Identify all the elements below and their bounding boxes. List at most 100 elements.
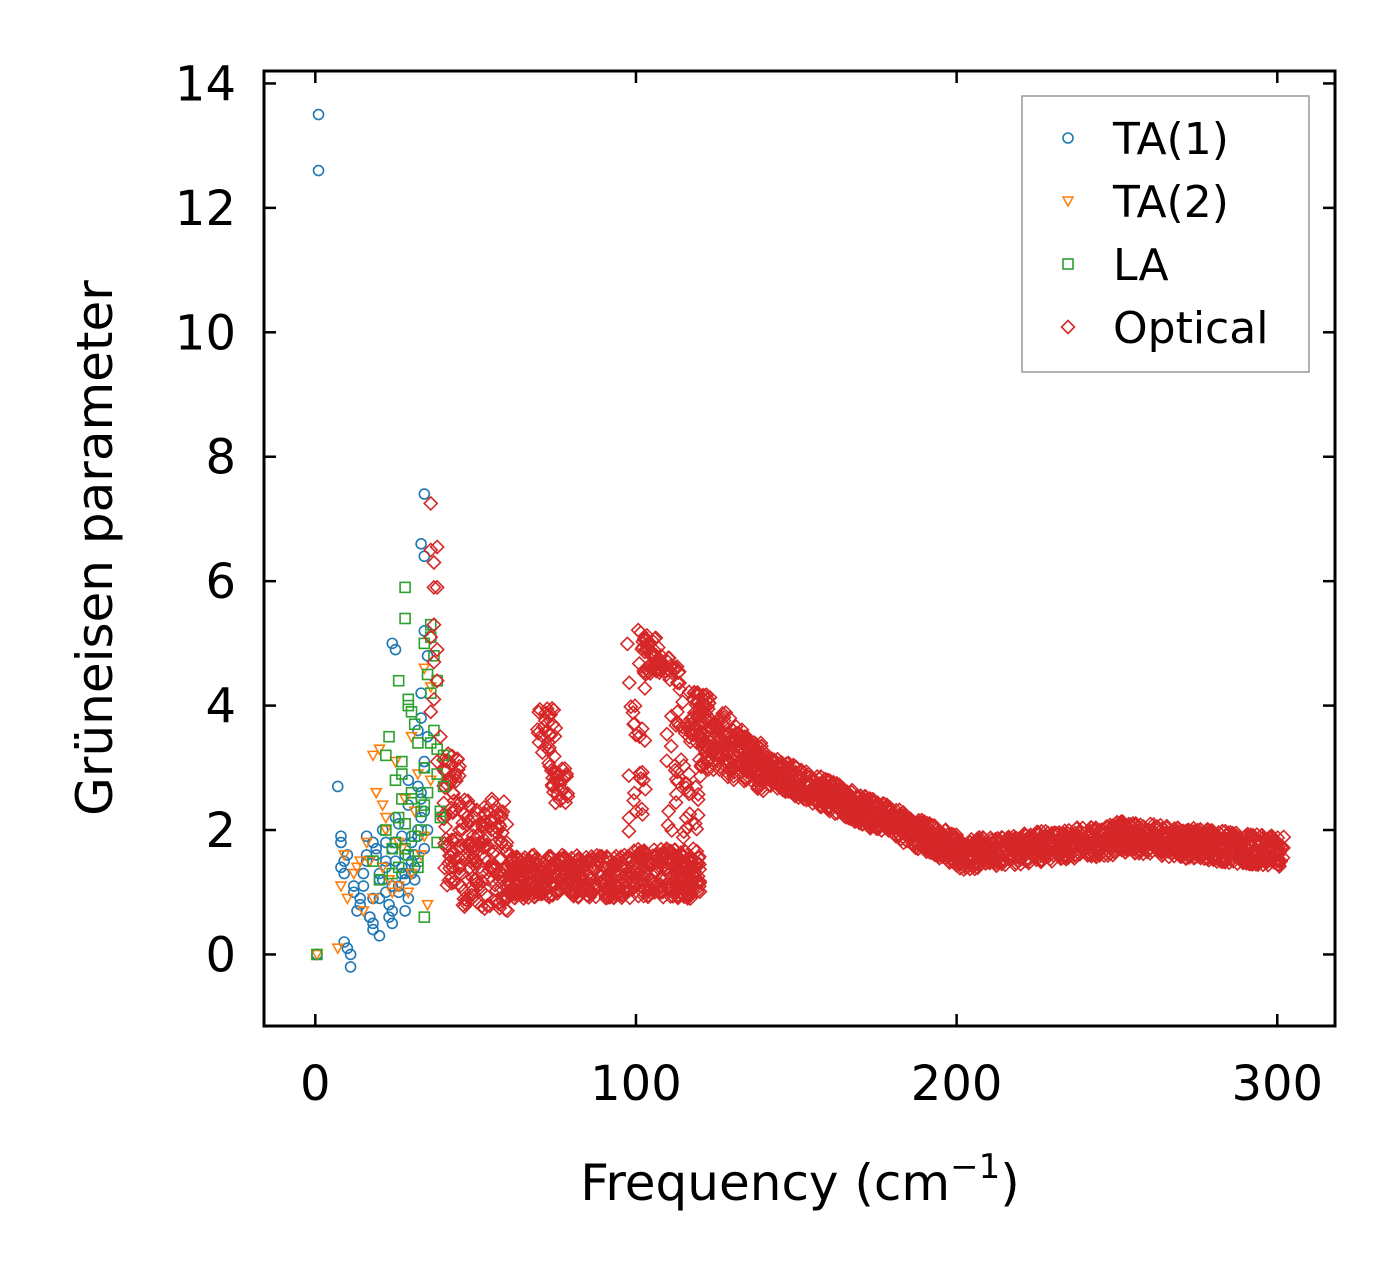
optical-marker (1019, 841, 1035, 857)
optical-marker (910, 815, 926, 831)
optical-marker (463, 853, 479, 869)
optical-marker (691, 751, 708, 768)
optical-marker (663, 738, 679, 754)
data-point-ta-1 (373, 867, 386, 880)
data-point-ta-1 (338, 936, 350, 948)
scatter-points (310, 108, 450, 973)
data-point-ta-1 (370, 849, 383, 861)
optical-marker (1265, 835, 1282, 851)
optical-marker (531, 870, 548, 886)
data-point-ta-2 (376, 862, 390, 874)
optical-marker (747, 744, 764, 760)
optical-marker (444, 804, 460, 820)
data-point-ta-1 (402, 774, 415, 787)
x-tick-label: 200 (911, 1056, 1003, 1112)
data-point-ta-1 (341, 942, 354, 955)
optical-marker (632, 765, 648, 781)
data-point-ta-1 (412, 780, 424, 793)
optical-marker (626, 843, 642, 859)
data-point-ta-1 (341, 849, 354, 861)
optical-marker (790, 789, 807, 806)
optical-series-dense-band (435, 622, 1292, 919)
optical-marker (497, 902, 514, 918)
data-point-ta-2 (347, 868, 361, 881)
optical-marker (689, 685, 705, 701)
optical-marker (499, 834, 515, 851)
data-point-ta-1 (383, 911, 395, 923)
optical-marker (618, 883, 634, 899)
optical-marker (1037, 834, 1053, 850)
data-point-la (386, 867, 399, 880)
optical-marker (1219, 827, 1235, 843)
data-point-ta-1 (347, 886, 360, 899)
optical-marker (557, 794, 574, 811)
data-point-la (392, 674, 405, 687)
optical-marker (437, 819, 454, 835)
optical-marker (751, 776, 768, 792)
data-point-ta-1 (360, 855, 373, 867)
optical-marker (656, 659, 672, 675)
x-tick-label: 300 (1231, 1056, 1323, 1112)
optical-marker (1110, 837, 1127, 853)
optical-marker (611, 867, 628, 883)
optical-marker (952, 860, 968, 876)
optical-marker (477, 900, 493, 917)
optical-marker (484, 794, 500, 811)
optical-marker (659, 753, 675, 769)
optical-marker (672, 681, 688, 698)
data-point-ta-2 (392, 881, 406, 893)
optical-marker (941, 836, 957, 852)
optical-marker (635, 876, 652, 892)
optical-marker (875, 795, 891, 812)
optical-marker (543, 727, 559, 743)
data-point-ta-1 (383, 898, 395, 911)
optical-marker (721, 740, 738, 757)
optical-marker (669, 869, 686, 885)
optical-marker (634, 764, 651, 780)
data-point-la (412, 855, 424, 867)
data-point-la (399, 842, 411, 855)
optical-marker (650, 857, 667, 874)
optical-marker (447, 851, 464, 867)
data-point-la (431, 836, 443, 849)
optical-marker (943, 830, 959, 847)
optical-marker (646, 842, 662, 858)
data-point-ta-1 (418, 550, 431, 563)
optical-marker (1033, 854, 1049, 870)
data-point-ta-2 (350, 862, 364, 874)
data-point-optical (423, 629, 439, 645)
optical-marker (1050, 840, 1066, 856)
optical-marker (652, 883, 668, 899)
optical-marker (676, 877, 692, 893)
data-point-la (373, 873, 386, 886)
optical-marker (873, 822, 890, 839)
optical-marker (505, 881, 521, 897)
optical-marker (546, 877, 562, 893)
optical-marker (1216, 853, 1233, 869)
optical-marker (645, 657, 661, 673)
optical-marker (454, 821, 471, 837)
optical-marker (504, 850, 520, 866)
optical-marker (681, 783, 697, 799)
optical-marker (531, 886, 547, 902)
optical-marker (1227, 836, 1243, 853)
optical-marker (845, 791, 862, 808)
optical-marker (570, 851, 586, 867)
optical-marker (948, 857, 965, 873)
data-point-ta-1 (392, 818, 405, 830)
optical-marker (676, 824, 692, 840)
data-point-ta-1 (331, 780, 344, 793)
data-point-ta-1 (357, 867, 370, 880)
optical-marker (800, 778, 816, 794)
optical-marker (465, 848, 482, 865)
optical-marker (657, 857, 673, 874)
optical-marker (1007, 857, 1023, 873)
optical-marker (1007, 833, 1024, 849)
optical-marker (1026, 844, 1042, 860)
data-point-ta-1 (335, 830, 347, 843)
optical-marker (1199, 838, 1215, 855)
data-point-ta-1 (380, 836, 392, 849)
x-axis-title-close: ) (1000, 1154, 1020, 1212)
optical-marker (668, 786, 684, 802)
optical-marker (621, 810, 637, 826)
